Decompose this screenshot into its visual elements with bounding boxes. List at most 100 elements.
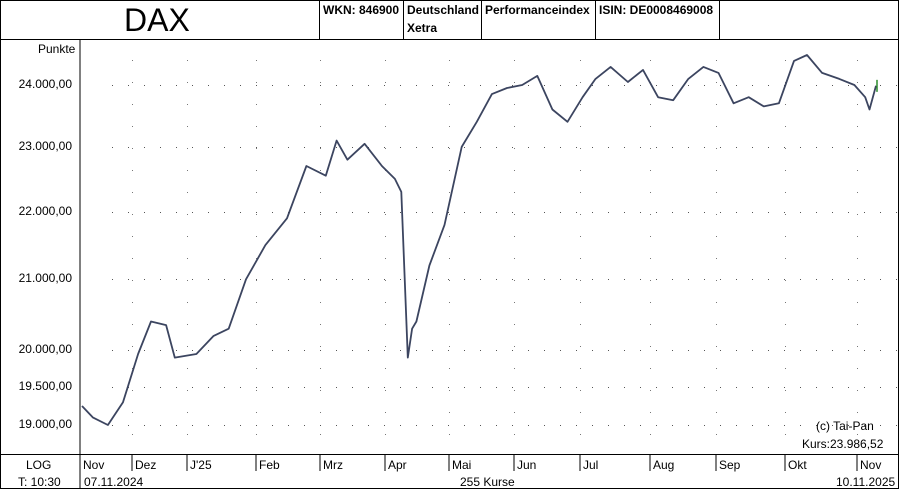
grid-dot bbox=[857, 170, 858, 171]
grid-dot bbox=[857, 346, 858, 347]
grid-dot bbox=[240, 387, 241, 388]
grid-dot bbox=[752, 212, 753, 213]
grid-dot bbox=[304, 350, 305, 351]
grid-dot bbox=[880, 212, 881, 213]
grid-dot bbox=[832, 425, 833, 426]
grid-dot bbox=[514, 412, 515, 413]
grid-dot bbox=[650, 368, 651, 369]
grid-dot bbox=[768, 147, 769, 148]
grid-dot bbox=[880, 425, 881, 426]
grid-dot bbox=[385, 104, 386, 105]
grid-dot bbox=[192, 147, 193, 148]
grid-dot bbox=[752, 425, 753, 426]
grid-dot bbox=[580, 126, 581, 127]
grid-dot bbox=[640, 147, 641, 148]
grid-dot bbox=[832, 387, 833, 388]
grid-dot bbox=[128, 147, 129, 148]
grid-dot bbox=[832, 350, 833, 351]
grid-dot bbox=[256, 412, 257, 413]
grid-dot bbox=[576, 425, 577, 426]
grid-dot bbox=[192, 387, 193, 388]
grid-dot bbox=[464, 147, 465, 148]
grid-dot bbox=[896, 350, 897, 351]
grid-dot bbox=[464, 387, 465, 388]
scale-mode[interactable]: LOG bbox=[26, 458, 52, 472]
grid-dot bbox=[192, 279, 193, 280]
grid-dot bbox=[224, 279, 225, 280]
grid-dot bbox=[416, 147, 417, 148]
grid-dot bbox=[816, 212, 817, 213]
x-tick-label: Jun bbox=[517, 458, 537, 472]
grid-dot bbox=[385, 368, 386, 369]
grid-dot bbox=[224, 85, 225, 86]
grid-dot bbox=[240, 279, 241, 280]
grid-dot bbox=[784, 350, 785, 351]
grid-dot bbox=[704, 279, 705, 280]
grid-dot bbox=[832, 85, 833, 86]
grid-dot bbox=[672, 212, 673, 213]
grid-dot bbox=[448, 387, 449, 388]
grid-dot bbox=[768, 350, 769, 351]
grid-dot bbox=[449, 236, 450, 237]
grid-dot bbox=[112, 147, 113, 148]
grid-dot bbox=[256, 104, 257, 105]
grid-dot bbox=[416, 85, 417, 86]
grid-dot bbox=[576, 85, 577, 86]
grid-dot bbox=[514, 104, 515, 105]
grid-dot bbox=[832, 147, 833, 148]
grid-dot bbox=[132, 236, 133, 237]
grid-dot bbox=[352, 425, 353, 426]
grid-dot bbox=[288, 85, 289, 86]
grid-dot bbox=[272, 425, 273, 426]
y-tick-label: 21.000,00 bbox=[18, 271, 72, 285]
grid-dot bbox=[592, 387, 593, 388]
grid-dot bbox=[576, 387, 577, 388]
grid-dot bbox=[336, 425, 337, 426]
grid-dot bbox=[256, 236, 257, 237]
price-series-line bbox=[81, 54, 877, 426]
grid-dot bbox=[716, 346, 717, 347]
grid-dot bbox=[608, 387, 609, 388]
grid-dot bbox=[784, 425, 785, 426]
grid-dot bbox=[160, 147, 161, 148]
y-tick-label: 24.000,00 bbox=[18, 77, 72, 91]
grid-dot bbox=[187, 390, 188, 391]
grid-dot bbox=[857, 302, 858, 303]
grid-dot bbox=[449, 412, 450, 413]
grid-dot bbox=[320, 212, 321, 213]
grid-dot bbox=[272, 212, 273, 213]
grid-dot bbox=[544, 85, 545, 86]
grid-dot bbox=[716, 368, 717, 369]
grid-dot bbox=[449, 170, 450, 171]
grid-dot bbox=[192, 350, 193, 351]
grid-dot bbox=[448, 350, 449, 351]
grid-dot bbox=[650, 192, 651, 193]
grid-dot bbox=[187, 368, 188, 369]
grid-dot bbox=[650, 104, 651, 105]
grid-dot bbox=[528, 350, 529, 351]
grid-dot bbox=[608, 147, 609, 148]
grid-dot bbox=[400, 425, 401, 426]
grid-dot bbox=[449, 368, 450, 369]
grid-dot bbox=[704, 85, 705, 86]
grid-dot bbox=[832, 279, 833, 280]
grid-dot bbox=[449, 148, 450, 149]
grid-dot bbox=[288, 387, 289, 388]
grid-dot bbox=[848, 387, 849, 388]
grid-dot bbox=[320, 350, 321, 351]
grid-dot bbox=[580, 60, 581, 61]
grid-dot bbox=[320, 214, 321, 215]
x-tick-label: Mrz bbox=[323, 458, 343, 472]
grid-dot bbox=[385, 280, 386, 281]
grid-dot bbox=[449, 258, 450, 259]
grid-dot bbox=[272, 147, 273, 148]
grid-dot bbox=[192, 212, 193, 213]
grid-dot bbox=[385, 192, 386, 193]
grid-dot bbox=[672, 425, 673, 426]
grid-dot bbox=[720, 279, 721, 280]
grid-dot bbox=[576, 279, 577, 280]
grid-dot bbox=[368, 387, 369, 388]
grid-dot bbox=[416, 279, 417, 280]
grid-dot bbox=[716, 214, 717, 215]
grid-dot bbox=[704, 350, 705, 351]
